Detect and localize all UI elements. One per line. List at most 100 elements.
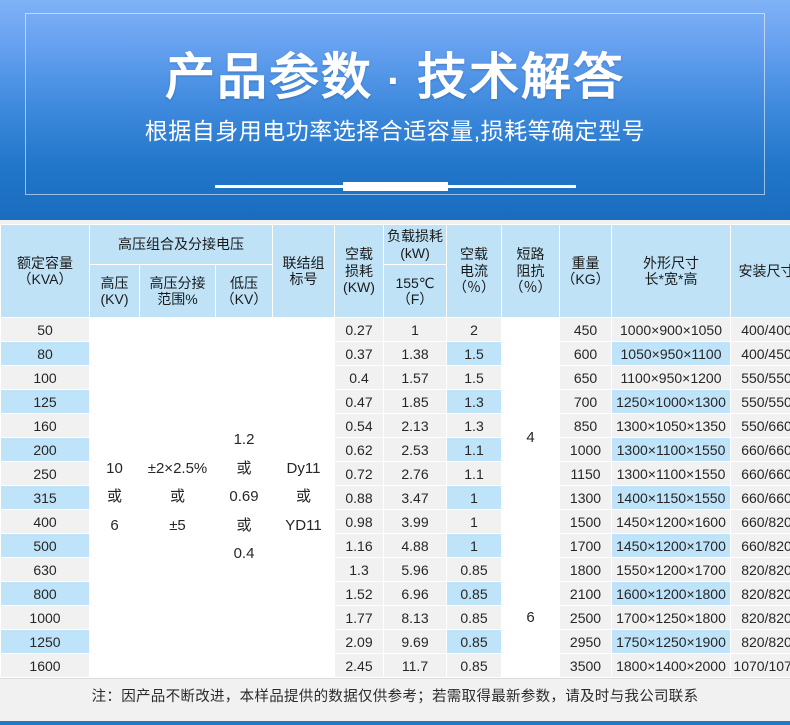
cell-no-load-current: 1.1 [447,462,502,486]
cell-no-load-loss: 1.3 [335,558,384,582]
cell-no-load-current: 0.85 [447,654,502,678]
th-short-circuit-unit: （％） [510,279,552,295]
cell-no-load-current: 1.3 [447,390,502,414]
cell-outline-size: 1400×1150×1550 [612,486,731,510]
cell-rated-capacity: 160 [1,414,90,438]
th-short-circuit-line2: 阻抗 [517,263,545,279]
th-load-loss-unit: (kW) [400,245,430,261]
th-no-load-loss: 空载 损耗 (KW) [335,225,384,318]
cell-outline-size: 1450×1200×1600 [612,510,731,534]
th-hv-unit: (KV) [101,291,129,307]
cell-outline-size: 1050×950×1100 [612,342,731,366]
cell-hv-tap-range-line-1: ±2×2.5% [140,455,215,484]
cell-no-load-loss: 0.47 [335,390,384,414]
cell-load-loss: 1 [384,318,447,342]
cell-outline-size: 1600×1200×1800 [612,582,731,606]
th-no-load-current-line1: 空载 [460,246,488,262]
cell-rated-capacity: 1000 [1,606,90,630]
cell-load-loss: 6.96 [384,582,447,606]
cell-weight: 850 [560,414,612,438]
title-separator-dot: · [373,57,417,104]
cell-rated-capacity: 315 [1,486,90,510]
cell-no-load-loss: 0.4 [335,366,384,390]
cell-install-size: 820/820 [731,558,790,582]
cell-load-loss: 2.53 [384,438,447,462]
cell-no-load-loss: 1.16 [335,534,384,558]
cell-weight: 2100 [560,582,612,606]
th-rated-capacity-line1: 额定容量 [17,255,73,271]
cell-install-size: 820/820 [731,630,790,654]
th-outline-size: 外形尺寸 长*宽*高 [612,225,731,318]
cell-hv-tap-range-line-2: 或 [140,483,215,512]
divider-line-left [215,185,343,188]
cell-weight: 1700 [560,534,612,558]
cell-no-load-current: 0.85 [447,606,502,630]
cell-weight: 1300 [560,486,612,510]
cell-hv-tap-range: ±2×2.5%或±5 [140,318,216,678]
cell-load-loss: 8.13 [384,606,447,630]
cell-install-size: 660/820 [731,510,790,534]
cell-outline-size: 1450×1200×1700 [612,534,731,558]
cell-outline-size: 1000×900×1050 [612,318,731,342]
cell-load-loss: 3.99 [384,510,447,534]
th-weight-line1: 重量 [572,255,600,271]
cell-outline-size: 1100×950×1200 [612,366,731,390]
page-banner: 产品参数·技术解答 根据自身用电功率选择合适容量,损耗等确定型号 [0,0,790,220]
cell-rated-capacity: 50 [1,318,90,342]
cell-install-size: 660/660 [731,486,790,510]
th-hv-line1: 高压 [101,275,129,291]
cell-outline-size: 1700×1250×1800 [612,606,731,630]
cell-install-size: 400/450 [731,342,790,366]
cell-weight: 600 [560,342,612,366]
cell-outline-size: 1300×1100×1550 [612,462,731,486]
cell-no-load-current: 1 [447,510,502,534]
page-title-right: 技术解答 [417,49,625,105]
cell-connection-group-line-2: 或 [273,483,334,512]
th-outline-size-line2: 长*宽*高 [645,271,698,287]
page-subtitle: 根据自身用电功率选择合适容量,损耗等确定型号 [145,120,645,143]
cell-outline-size: 1800×1400×2000 [612,654,731,678]
cell-weight: 1500 [560,510,612,534]
cell-lv-voltage-line-1: 1.2 [216,426,272,455]
cell-rated-capacity: 200 [1,438,90,462]
cell-no-load-loss: 0.98 [335,510,384,534]
cell-no-load-loss: 0.54 [335,414,384,438]
th-no-load-current-line2: 电流 [460,263,488,279]
cell-rated-capacity: 630 [1,558,90,582]
th-load-loss-temp-line1: 155℃ [395,275,434,291]
cell-no-load-current: 1.1 [447,438,502,462]
th-rated-capacity: 额定容量 （KVA） [1,225,90,318]
cell-rated-capacity: 400 [1,510,90,534]
th-no-load-loss-unit: (KW) [343,279,375,295]
cell-short-circuit-impedance: 6 [502,558,560,678]
specification-table: 额定容量 （KVA） 高压组合及分接电压 联结组 标号 空载 损耗 (KW) 负… [0,224,790,678]
divider-line-right [448,185,576,188]
cell-no-load-current: 1.5 [447,366,502,390]
cell-outline-size: 1750×1250×1900 [612,630,731,654]
cell-install-size: 550/550 [731,390,790,414]
table-header: 额定容量 （KVA） 高压组合及分接电压 联结组 标号 空载 损耗 (KW) 负… [1,225,790,318]
th-hv-tap-line2: 范围% [157,291,197,307]
th-hv-voltage: 高压 (KV) [90,265,140,318]
th-no-load-current: 空载 电流 （％） [447,225,502,318]
divider-center-block [343,182,448,191]
cell-no-load-current: 1.3 [447,414,502,438]
cell-load-loss: 1.38 [384,342,447,366]
cell-no-load-current: 0.85 [447,630,502,654]
cell-lv-voltage-line-2: 或 [216,455,272,484]
th-weight: 重量 （KG） [560,225,612,318]
cell-install-size: 550/550 [731,366,790,390]
page-title: 产品参数·技术解答 [165,52,625,102]
th-install-size: 安装尺寸 [731,225,790,318]
cell-load-loss: 11.7 [384,654,447,678]
th-lv-unit: （KV） [221,291,268,307]
th-load-loss-line1: 负载损耗 [387,228,443,244]
cell-hv-voltage-line-3: 6 [90,512,139,541]
cell-install-size: 820/820 [731,582,790,606]
spec-table-container: 额定容量 （KVA） 高压组合及分接电压 联结组 标号 空载 损耗 (KW) 负… [0,220,790,721]
cell-weight: 1150 [560,462,612,486]
cell-lv-voltage-line-3: 0.69 [216,483,272,512]
